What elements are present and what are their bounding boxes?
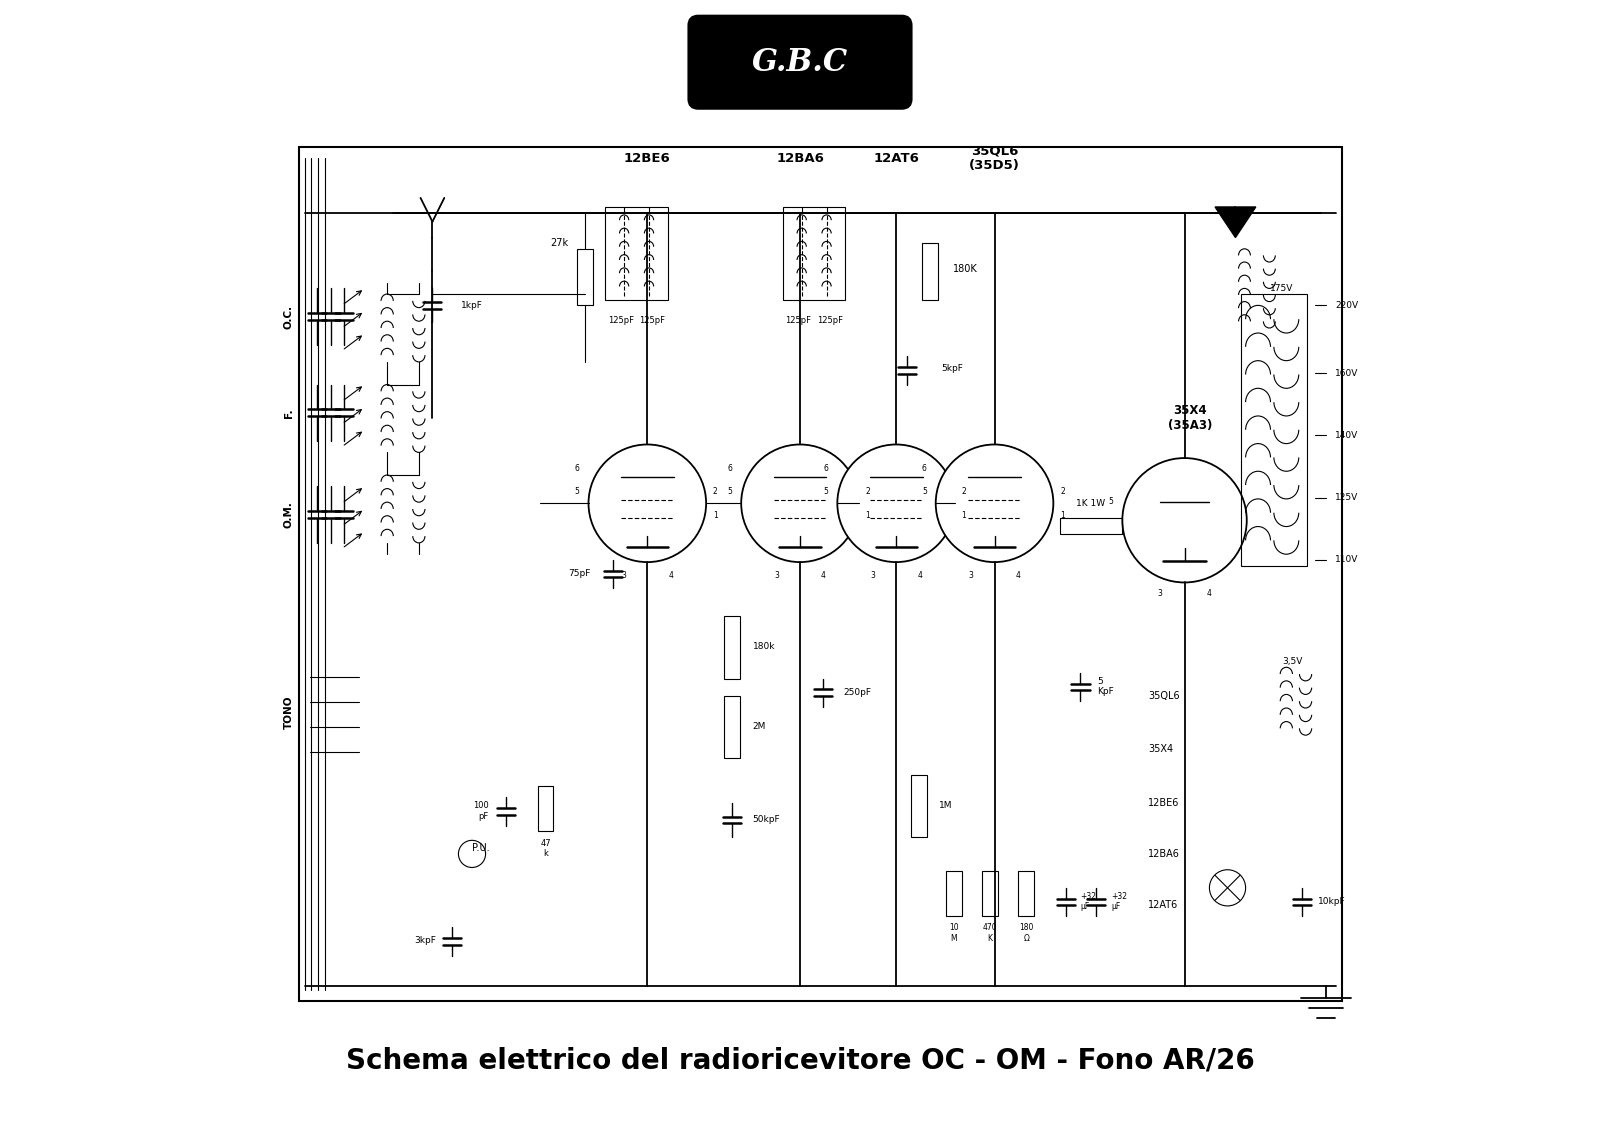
Text: 1: 1 — [866, 510, 870, 519]
Text: 47
k: 47 k — [541, 838, 550, 858]
Bar — [538, 786, 554, 831]
Text: 12BA6: 12BA6 — [776, 152, 824, 165]
Text: 125pF: 125pF — [816, 316, 843, 325]
Text: 2: 2 — [714, 487, 717, 497]
Text: 5kpF: 5kpF — [941, 364, 963, 373]
Bar — [782, 207, 845, 300]
Text: 125pF: 125pF — [786, 316, 811, 325]
Bar — [578, 249, 594, 305]
Text: +32
μF: +32 μF — [1110, 891, 1126, 912]
Text: 75pF: 75pF — [568, 569, 590, 578]
Bar — [299, 147, 1342, 1001]
Text: 2: 2 — [866, 487, 870, 497]
Text: Schema elettrico del radioricevitore OC - OM - Fono AR/26: Schema elettrico del radioricevitore OC … — [346, 1047, 1254, 1074]
Text: 250pF: 250pF — [843, 688, 870, 697]
Text: 3: 3 — [968, 571, 973, 580]
Text: 6: 6 — [824, 464, 829, 473]
Text: +32
μF: +32 μF — [1080, 891, 1096, 912]
Text: 5: 5 — [922, 487, 926, 497]
Text: 12BE6: 12BE6 — [1149, 798, 1179, 808]
Text: 2: 2 — [962, 487, 966, 497]
Text: 5
KpF: 5 KpF — [1098, 676, 1114, 697]
Text: 4: 4 — [917, 571, 922, 580]
Text: 3kpF: 3kpF — [414, 936, 435, 946]
Text: 3: 3 — [621, 571, 626, 580]
Text: 10kpF: 10kpF — [1318, 897, 1346, 906]
Text: 35QL6: 35QL6 — [1149, 691, 1179, 700]
Text: O.C.: O.C. — [283, 304, 294, 329]
Text: 35QL6
(35D5): 35QL6 (35D5) — [970, 145, 1019, 172]
Text: 12AT6: 12AT6 — [1149, 900, 1179, 909]
Bar — [982, 871, 998, 916]
Text: 1: 1 — [1061, 510, 1064, 519]
Text: 5: 5 — [574, 487, 579, 497]
Text: 10
M: 10 M — [949, 923, 958, 943]
Bar — [1061, 518, 1122, 534]
Text: F.: F. — [283, 408, 294, 417]
Text: 180k: 180k — [752, 642, 774, 651]
Text: P.U.: P.U. — [472, 844, 490, 853]
Text: 4: 4 — [1016, 571, 1021, 580]
Text: 1kpF: 1kpF — [461, 301, 483, 310]
Bar — [946, 871, 962, 916]
Bar — [1242, 294, 1307, 566]
Text: 1: 1 — [962, 510, 966, 519]
Text: 160V: 160V — [1334, 369, 1358, 378]
Text: 27k: 27k — [550, 239, 568, 248]
Text: 5: 5 — [824, 487, 829, 497]
Text: 140V: 140V — [1334, 431, 1358, 440]
Text: 180
Ω: 180 Ω — [1019, 923, 1034, 943]
Text: 180K: 180K — [952, 265, 978, 274]
Text: 6: 6 — [728, 464, 733, 473]
Bar — [1018, 871, 1034, 916]
Polygon shape — [1214, 207, 1256, 238]
Circle shape — [589, 444, 706, 562]
Circle shape — [1122, 458, 1246, 582]
Text: O.M.: O.M. — [283, 501, 294, 528]
Text: 5: 5 — [728, 487, 733, 497]
Circle shape — [837, 444, 955, 562]
Text: 50kpF: 50kpF — [752, 815, 781, 824]
Text: 1M: 1M — [939, 801, 952, 810]
Bar — [922, 243, 938, 300]
Text: 1: 1 — [714, 510, 717, 519]
Text: 5: 5 — [1109, 498, 1114, 506]
Text: 12BA6: 12BA6 — [1149, 849, 1181, 858]
Circle shape — [741, 444, 859, 562]
Text: 220V: 220V — [1334, 301, 1358, 310]
Bar — [605, 207, 667, 300]
Text: 4: 4 — [821, 571, 826, 580]
Bar — [725, 696, 741, 758]
Text: 1K 1W: 1K 1W — [1077, 499, 1106, 508]
Text: 3: 3 — [1157, 589, 1162, 598]
Text: 110V: 110V — [1334, 555, 1358, 564]
Circle shape — [459, 840, 485, 867]
Text: 2M: 2M — [752, 722, 766, 731]
Text: 3: 3 — [870, 571, 875, 580]
Text: 125V: 125V — [1334, 493, 1358, 502]
Text: 6: 6 — [574, 464, 579, 473]
Text: 2: 2 — [1061, 487, 1064, 497]
Circle shape — [1210, 870, 1246, 906]
Text: 12BE6: 12BE6 — [624, 152, 670, 165]
Text: 125pF: 125pF — [608, 316, 634, 325]
Text: 35X4: 35X4 — [1149, 744, 1173, 753]
Text: 4: 4 — [1206, 589, 1211, 598]
Text: 4: 4 — [669, 571, 674, 580]
Text: 3: 3 — [774, 571, 779, 580]
Text: 35X4
(35A3): 35X4 (35A3) — [1168, 405, 1213, 432]
Bar — [910, 775, 926, 837]
Text: 175V: 175V — [1270, 284, 1293, 293]
Text: 3,5V: 3,5V — [1282, 657, 1302, 666]
Text: 125pF: 125pF — [638, 316, 666, 325]
Text: 12AT6: 12AT6 — [874, 152, 918, 165]
Text: 6: 6 — [922, 464, 926, 473]
Bar — [725, 616, 741, 679]
Text: 100
pF: 100 pF — [474, 801, 490, 821]
Text: G.B.C: G.B.C — [752, 46, 848, 78]
Circle shape — [936, 444, 1053, 562]
Text: TONO: TONO — [283, 696, 294, 729]
Text: 470
K: 470 K — [982, 923, 997, 943]
FancyBboxPatch shape — [690, 17, 910, 109]
